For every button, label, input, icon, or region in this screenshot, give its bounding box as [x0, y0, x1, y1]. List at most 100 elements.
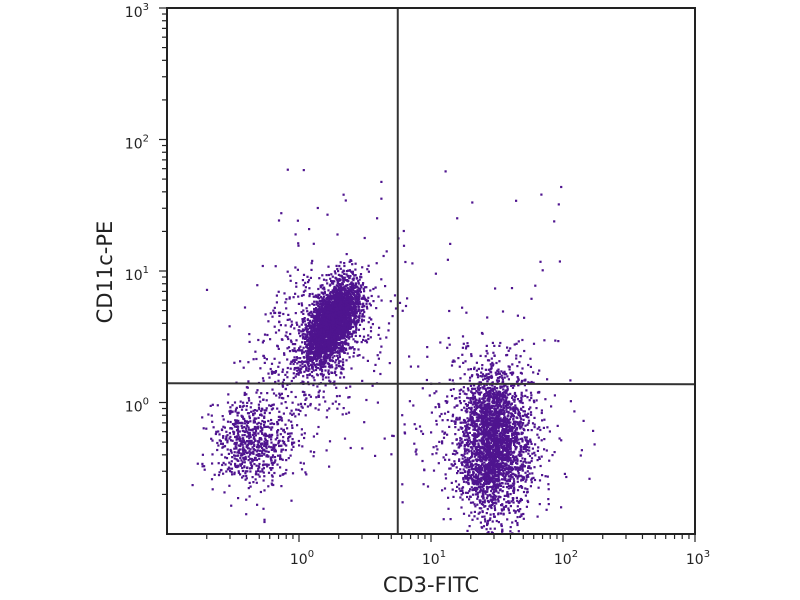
- data-point: [243, 306, 247, 309]
- data-point: [337, 356, 340, 359]
- data-point: [305, 355, 308, 359]
- data-point: [315, 295, 318, 299]
- data-point: [306, 333, 309, 336]
- data-point: [509, 493, 512, 496]
- data-point: [324, 356, 328, 359]
- data-point: [359, 284, 362, 287]
- data-point: [483, 444, 486, 447]
- data-point: [497, 454, 500, 457]
- data-point: [335, 264, 338, 267]
- data-point: [324, 400, 327, 403]
- data-point: [340, 326, 343, 329]
- data-point: [311, 314, 315, 318]
- data-point: [519, 474, 522, 477]
- data-point: [269, 312, 272, 315]
- data-point: [338, 318, 341, 321]
- data-point: [497, 521, 500, 524]
- data-point: [435, 390, 438, 393]
- data-point: [328, 320, 332, 323]
- data-point: [304, 323, 307, 326]
- data-point: [514, 394, 517, 397]
- data-point: [354, 308, 358, 311]
- data-point: [273, 371, 276, 374]
- data-point: [347, 298, 350, 301]
- data-point: [228, 325, 231, 328]
- data-point: [322, 298, 326, 301]
- data-point: [316, 363, 319, 366]
- data-point: [316, 206, 319, 210]
- data-point: [325, 344, 328, 347]
- data-point: [360, 318, 364, 321]
- data-point: [325, 279, 328, 282]
- data-point: [333, 314, 336, 317]
- data-point: [512, 491, 515, 494]
- data-point: [459, 471, 462, 474]
- data-point: [347, 304, 351, 307]
- data-point: [365, 300, 369, 303]
- data-point: [305, 352, 308, 355]
- data-point: [492, 455, 496, 458]
- data-point: [325, 301, 328, 304]
- data-point: [341, 324, 344, 327]
- data-point: [324, 320, 328, 323]
- data-point: [304, 414, 307, 417]
- data-point: [331, 328, 334, 331]
- data-point: [519, 508, 522, 511]
- data-point: [338, 394, 341, 398]
- data-point: [518, 452, 521, 455]
- data-point: [369, 330, 373, 333]
- data-point: [281, 448, 285, 451]
- data-point: [351, 307, 354, 310]
- data-point: [353, 286, 356, 289]
- data-point: [338, 282, 341, 286]
- data-point: [334, 302, 337, 305]
- data-point: [335, 293, 338, 296]
- data-point: [324, 365, 327, 368]
- data-point: [274, 265, 277, 268]
- data-point: [503, 370, 506, 373]
- data-point: [304, 350, 307, 353]
- data-point: [292, 372, 295, 375]
- data-point: [314, 346, 317, 349]
- data-point: [328, 465, 331, 468]
- data-point: [476, 420, 479, 423]
- data-point: [508, 511, 511, 514]
- data-point: [309, 395, 312, 398]
- data-point: [349, 321, 352, 324]
- data-point: [345, 291, 348, 295]
- data-point: [344, 299, 347, 302]
- data-point: [345, 315, 348, 318]
- data-point: [372, 287, 375, 291]
- data-point: [367, 321, 370, 324]
- data-point: [357, 348, 360, 351]
- data-point: [467, 435, 470, 438]
- data-point: [338, 306, 342, 309]
- data-point: [336, 281, 340, 284]
- data-point: [309, 326, 312, 330]
- data-point: [370, 294, 373, 298]
- data-point: [289, 332, 292, 336]
- data-point: [358, 334, 362, 338]
- data-point: [493, 464, 496, 468]
- data-point: [286, 371, 289, 374]
- data-point: [367, 270, 370, 273]
- data-point: [302, 375, 305, 378]
- data-point: [350, 281, 353, 284]
- data-point: [460, 388, 463, 391]
- data-point: [334, 346, 338, 349]
- data-point: [311, 356, 314, 359]
- data-point: [406, 297, 409, 300]
- data-point: [525, 505, 528, 508]
- data-point: [327, 309, 330, 312]
- data-point: [352, 314, 355, 317]
- data-point: [205, 288, 209, 291]
- data-point: [350, 319, 353, 322]
- data-point: [530, 429, 533, 432]
- data-point: [345, 270, 348, 273]
- data-point: [519, 427, 522, 430]
- data-point: [315, 300, 318, 303]
- data-point: [301, 319, 304, 322]
- data-point: [317, 295, 320, 298]
- data-point: [358, 314, 361, 317]
- data-point: [329, 303, 332, 306]
